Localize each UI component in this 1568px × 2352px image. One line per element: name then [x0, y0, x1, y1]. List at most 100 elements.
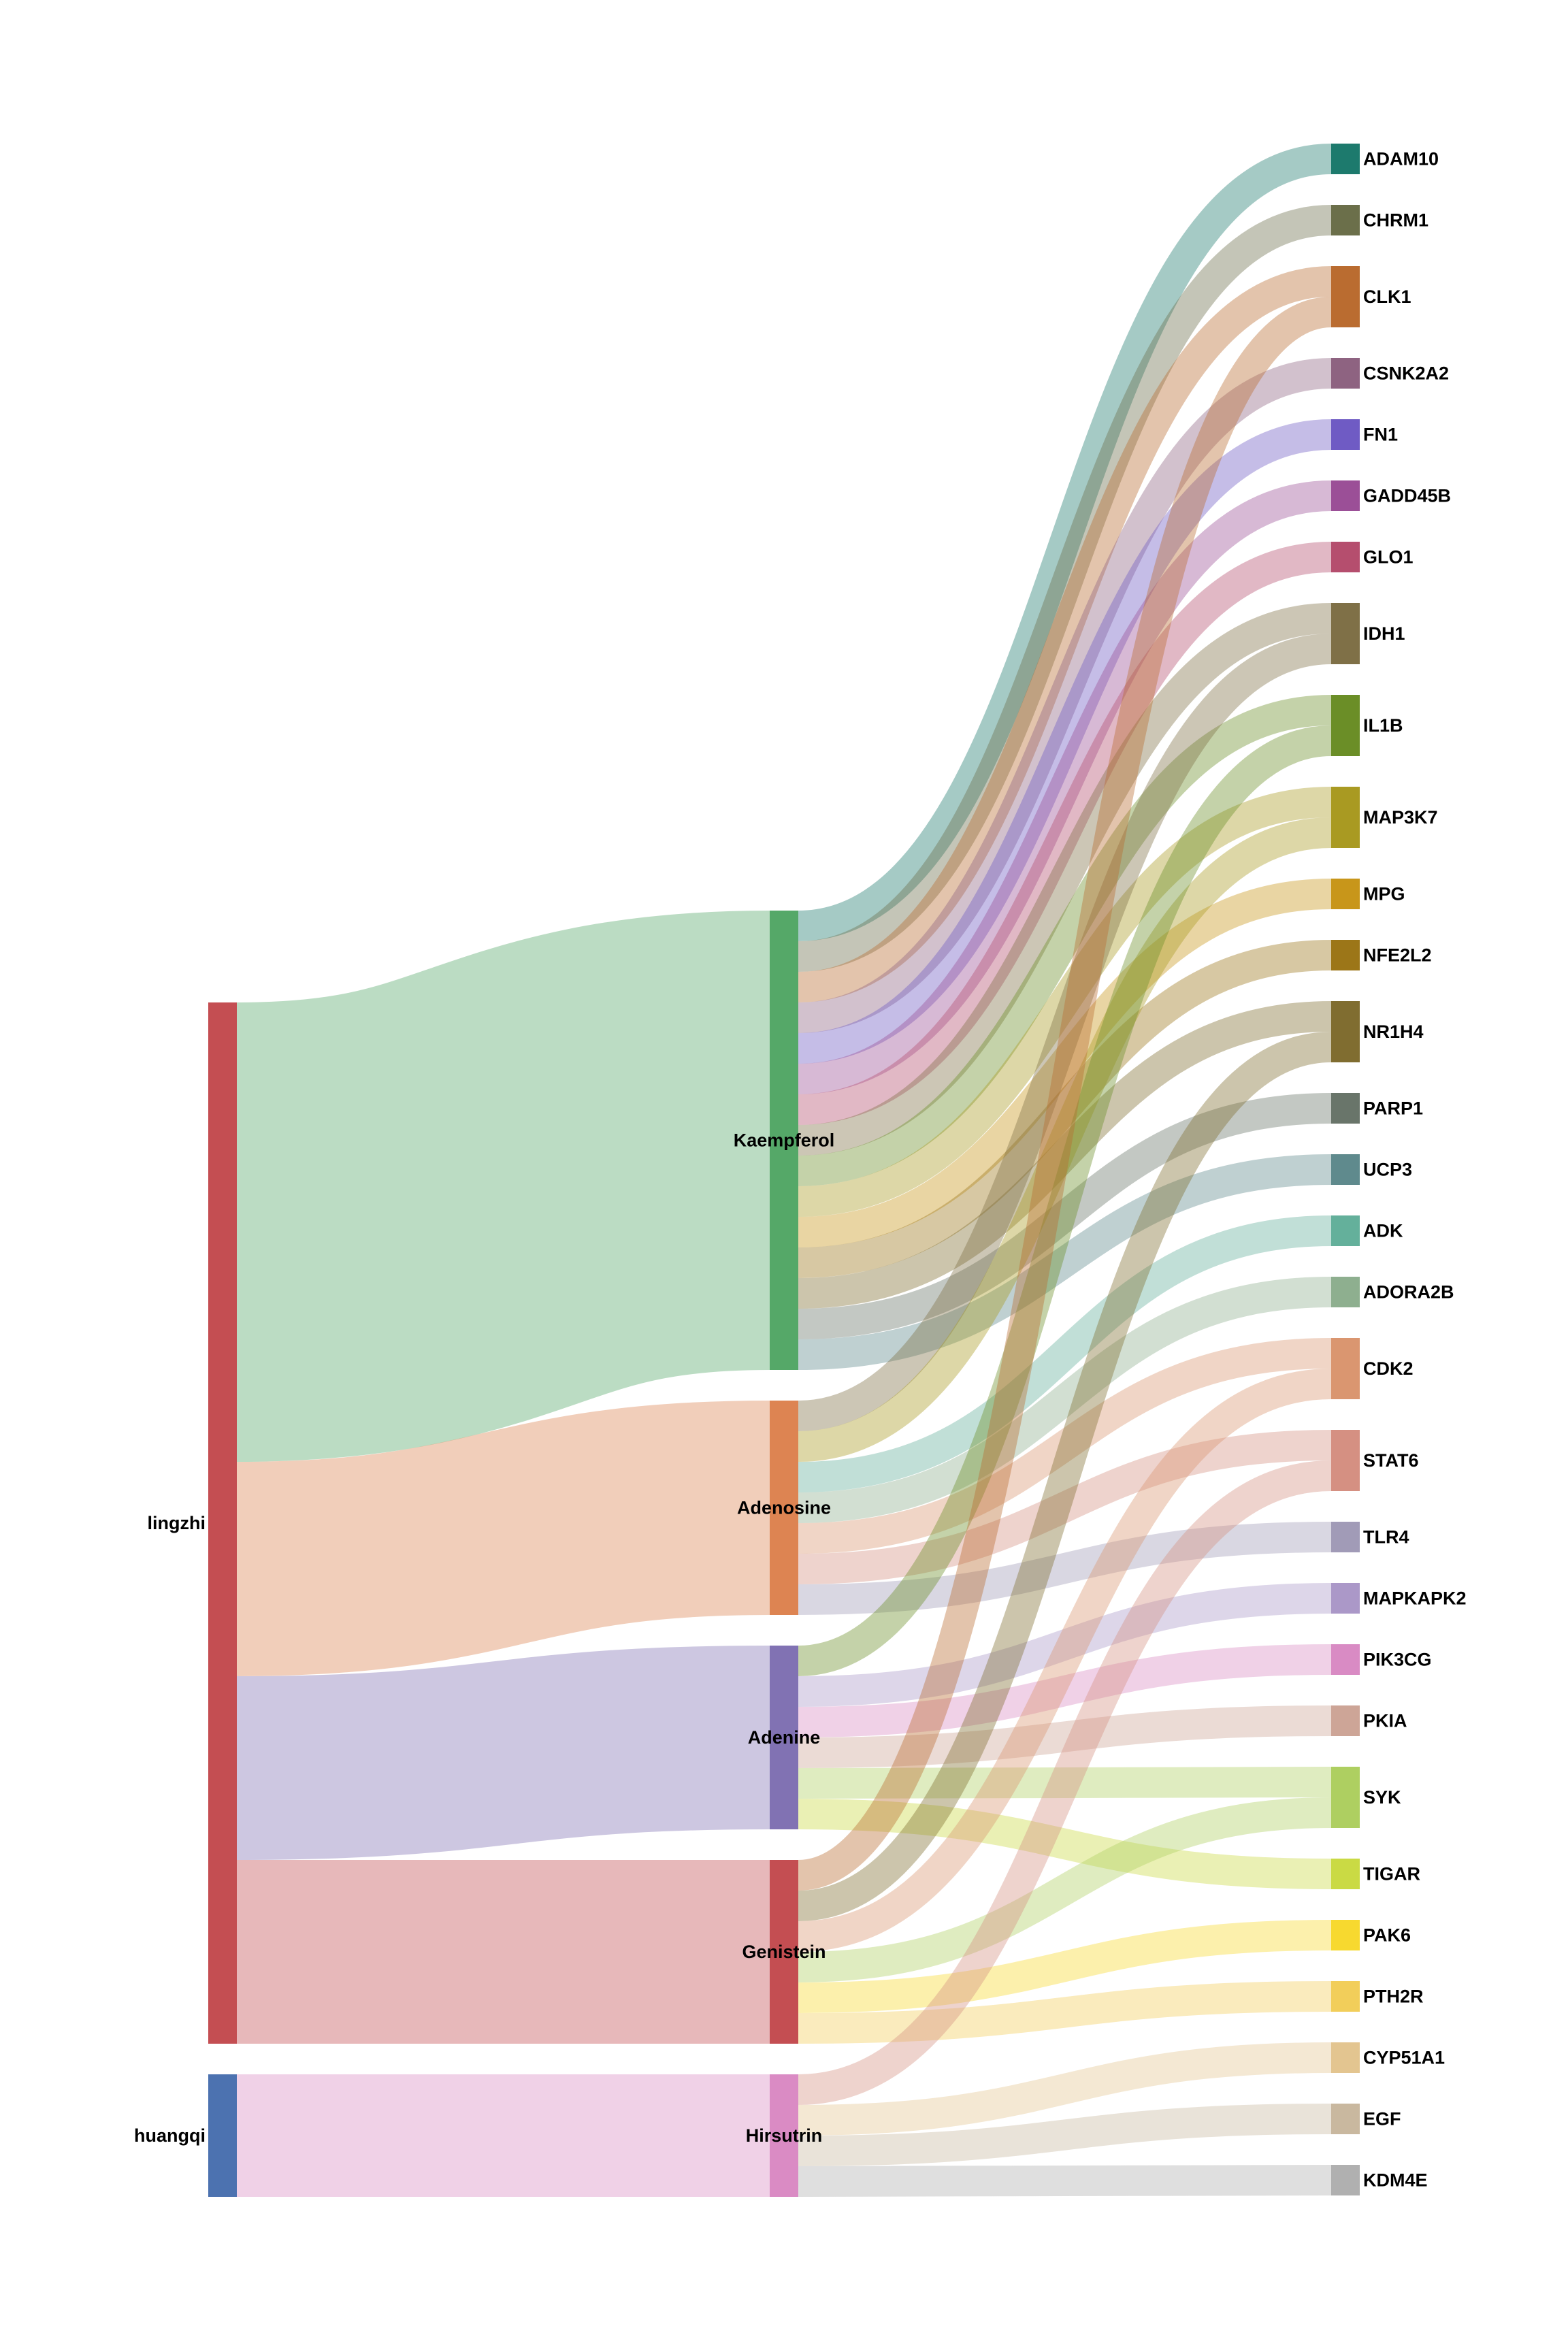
- node-label-tigar: TIGAR: [1363, 1864, 1420, 1884]
- link-adenine-to-pkia: [798, 1705, 1332, 1768]
- link-hirsutrin-to-kdm4e: [798, 2165, 1332, 2197]
- node-label-cyp51a1: CYP51A1: [1363, 2048, 1445, 2068]
- node-mapkapk2: [1331, 1583, 1360, 1614]
- node-adora2b: [1331, 1277, 1360, 1307]
- link-lingzhi-to-kaempferol: [235, 911, 772, 1462]
- node-label-clk1: CLK1: [1363, 287, 1411, 307]
- node-nr1h4: [1331, 1001, 1360, 1062]
- node-label-adora2b: ADORA2B: [1363, 1282, 1454, 1303]
- node-hirsutrin: [770, 2074, 798, 2197]
- node-label-adk: ADK: [1363, 1221, 1403, 1241]
- node-label-pth2r: PTH2R: [1363, 1987, 1424, 2007]
- link-hirsutrin-to-stat6: [798, 1460, 1332, 2105]
- node-label-genistein: Genistein: [742, 1942, 826, 1962]
- node-egf: [1331, 2104, 1360, 2134]
- node-idh1: [1331, 603, 1360, 664]
- link-genistein-to-pak6: [798, 1920, 1332, 2013]
- node-adenine: [770, 1646, 798, 1829]
- link-adenosine-to-tlr4: [798, 1522, 1332, 1615]
- node-ucp3: [1331, 1154, 1360, 1185]
- node-huangqi: [208, 2074, 237, 2197]
- node-label-pak6: PAK6: [1363, 1925, 1411, 1946]
- link-kaempferol-to-csnk2a2: [798, 358, 1332, 1033]
- node-label-ucp3: UCP3: [1363, 1160, 1412, 1180]
- node-il1b: [1331, 695, 1360, 756]
- node-label-syk: SYK: [1363, 1787, 1401, 1808]
- link-genistein-to-pth2r: [798, 1981, 1332, 2044]
- link-adenosine-to-idh1: [798, 634, 1332, 1431]
- link-adenine-to-syk: [798, 1767, 1332, 1799]
- node-cyp51a1: [1331, 2042, 1360, 2073]
- node-label-gadd45b: GADD45B: [1363, 486, 1451, 506]
- link-kaempferol-to-mpg: [798, 879, 1332, 1247]
- link-genistein-to-clk1: [797, 297, 1333, 1891]
- node-label-mapkapk2: MAPKAPK2: [1363, 1588, 1467, 1609]
- node-label-adenosine: Adenosine: [737, 1498, 831, 1518]
- node-label-pik3cg: PIK3CG: [1363, 1650, 1432, 1670]
- link-kaempferol-to-chrm1: [798, 205, 1332, 972]
- node-adam10: [1331, 144, 1360, 174]
- node-adk: [1331, 1215, 1360, 1246]
- node-label-nr1h4: NR1H4: [1363, 1022, 1424, 1042]
- node-cdk2: [1331, 1338, 1360, 1399]
- node-tigar: [1331, 1859, 1360, 1889]
- node-label-map3k7: MAP3K7: [1363, 807, 1438, 828]
- node-label-hirsutrin: Hirsutrin: [746, 2125, 823, 2146]
- link-kaempferol-to-parp1: [798, 1093, 1332, 1339]
- node-nfe2l2: [1331, 940, 1360, 970]
- links-layer: [235, 144, 1333, 2198]
- node-label-kaempferol: Kaempferol: [734, 1130, 835, 1151]
- node-label-stat6: STAT6: [1363, 1450, 1419, 1471]
- node-mpg: [1331, 879, 1360, 909]
- node-label-csnk2a2: CSNK2A2: [1363, 363, 1449, 384]
- node-label-huangqi: huangqi: [134, 2125, 206, 2146]
- link-kaempferol-to-fn1: [798, 419, 1332, 1064]
- labels-layer: lingzhi huangqi Kaempferol Adenosine Adenine…: [134, 149, 1467, 2191]
- link-kaempferol-to-nr1h4: [798, 1001, 1332, 1309]
- link-kaempferol-to-map3k7: [798, 787, 1332, 1217]
- node-genistein: [770, 1860, 798, 2044]
- node-label-il1b: IL1B: [1363, 715, 1403, 736]
- node-label-egf: EGF: [1363, 2109, 1401, 2129]
- node-glo1: [1331, 542, 1360, 572]
- node-pik3cg: [1331, 1644, 1360, 1675]
- node-fn1: [1331, 419, 1360, 450]
- node-parp1: [1331, 1093, 1360, 1124]
- link-adenosine-to-adora2b: [798, 1277, 1332, 1523]
- link-kaempferol-to-idh1: [798, 603, 1332, 1156]
- node-tlr4: [1331, 1522, 1360, 1552]
- link-adenosine-to-stat6: [798, 1430, 1332, 1584]
- link-adenine-to-pik3cg: [798, 1644, 1332, 1737]
- link-kaempferol-to-nfe2l2: [798, 940, 1332, 1278]
- node-map3k7: [1331, 787, 1360, 848]
- node-label-nfe2l2: NFE2L2: [1363, 945, 1432, 966]
- node-kaempferol: [770, 911, 798, 1370]
- node-pth2r: [1331, 1981, 1360, 2012]
- link-kaempferol-to-glo1: [798, 542, 1332, 1125]
- node-csnk2a2: [1331, 358, 1360, 389]
- link-genistein-to-nr1h4: [798, 1032, 1332, 1921]
- node-label-lingzhi: lingzhi: [148, 1513, 206, 1533]
- link-genistein-to-cdk2: [798, 1369, 1332, 1952]
- node-label-adenine: Adenine: [748, 1727, 821, 1748]
- nodes-layer: [208, 144, 1360, 2197]
- node-label-adam10: ADAM10: [1363, 149, 1439, 169]
- node-lingzhi: [208, 1002, 237, 2044]
- link-adenine-to-tigar: [798, 1799, 1332, 1889]
- link-kaempferol-to-ucp3: [798, 1154, 1332, 1370]
- link-hirsutrin-to-cyp51a1: [798, 2042, 1332, 2136]
- link-kaempferol-to-il1b: [798, 695, 1332, 1186]
- node-kdm4e: [1331, 2165, 1360, 2195]
- link-lingzhi-to-adenine: [236, 1646, 770, 1860]
- node-pak6: [1331, 1920, 1360, 1950]
- node-label-parp1: PARP1: [1363, 1098, 1423, 1119]
- node-label-tlr4: TLR4: [1363, 1527, 1409, 1548]
- node-syk: [1331, 1767, 1360, 1828]
- node-stat6: [1331, 1430, 1360, 1491]
- node-label-idh1: IDH1: [1363, 623, 1405, 644]
- link-adenine-to-il1b: [798, 725, 1332, 1676]
- node-label-pkia: PKIA: [1363, 1711, 1407, 1731]
- node-label-chrm1: CHRM1: [1363, 210, 1428, 231]
- link-adenosine-to-cdk2: [798, 1338, 1332, 1554]
